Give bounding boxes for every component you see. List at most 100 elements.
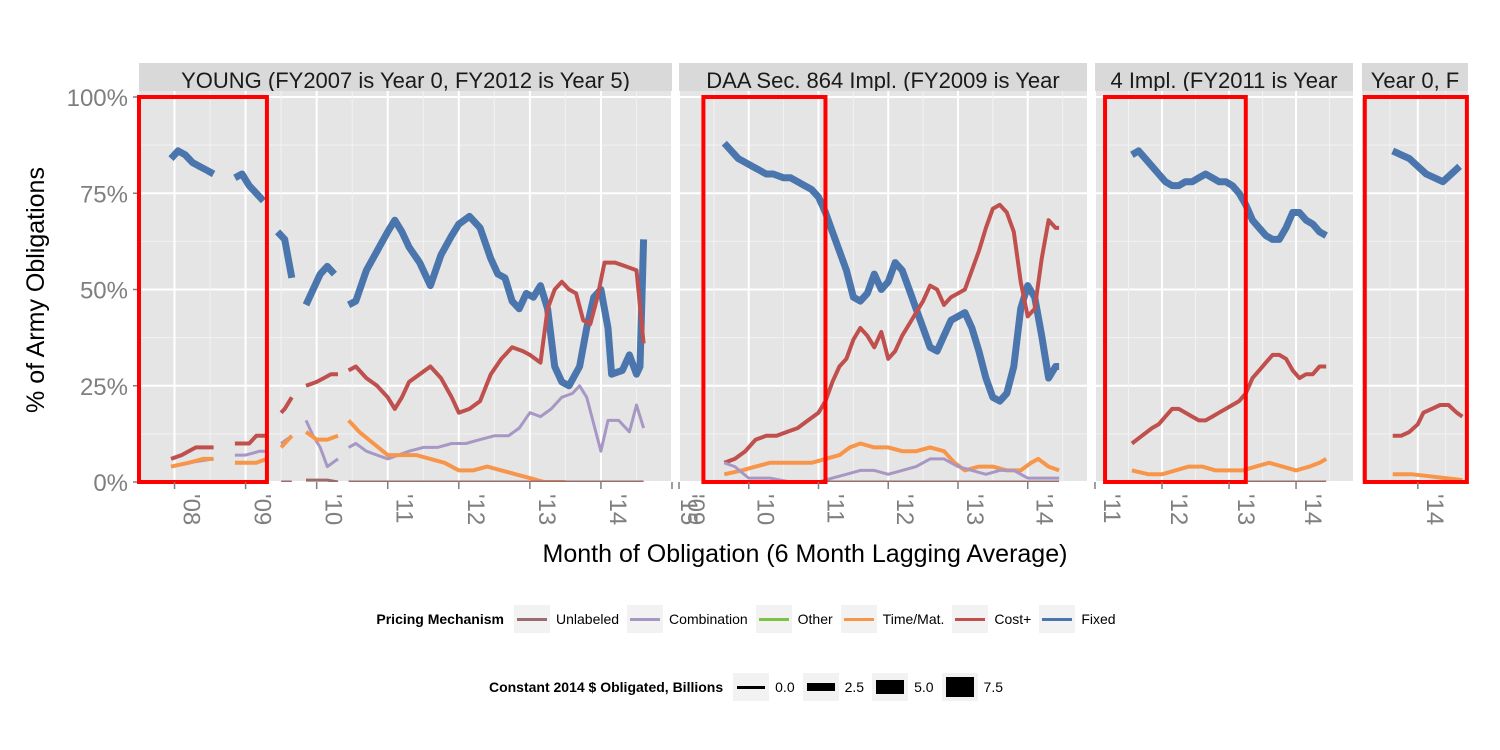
faceted-line-chart: % of Army Obligations Month of Obligatio… (22, 63, 1469, 568)
size-legend-label: 5.0 (914, 679, 934, 695)
series-line-time-mat (347, 419, 566, 482)
legend-label: Cost+ (994, 611, 1032, 627)
series-line-combination (304, 419, 339, 469)
series-line-fixed (1130, 147, 1328, 243)
series-line-cost (1392, 403, 1464, 438)
series-line-cost (234, 433, 267, 446)
legend-label: Unlabeled (555, 611, 620, 627)
y-axis-label: % of Army Obligations (22, 167, 50, 413)
x-tick-label: '13 (533, 494, 560, 525)
x-tick-label: '14 (604, 494, 631, 525)
y-tick-label: 25% (80, 374, 128, 401)
x-tick-label: '13 (961, 494, 988, 525)
facet-strip-label: YOUNG (FY2007 is Year 0, FY2012 is Year … (181, 68, 630, 93)
series-line-fixed (233, 170, 266, 204)
x-tick-label: '12 (462, 494, 489, 525)
series-line-fixed (346, 212, 648, 390)
x-axis-label: Month of Obligation (6 Month Lagging Ave… (543, 540, 1068, 568)
series-line-cost (279, 396, 294, 415)
x-tick-label: '08 (178, 494, 205, 525)
legend-swatch (1039, 605, 1076, 633)
series-line-combination (234, 449, 267, 457)
legend-swatch (840, 605, 877, 633)
x-tick-label: '15 (675, 494, 702, 525)
size-legend-swatch (802, 673, 839, 701)
panel-background (1095, 91, 1353, 482)
series-line-cost (305, 372, 338, 388)
series-line-fixed (168, 147, 216, 178)
series-line-cost (347, 260, 646, 415)
x-tick-label: '11 (1098, 494, 1125, 524)
facet-panel: 4 Impl. (FY2011 is Year '11 '12 '13 '14 (1094, 63, 1353, 525)
legend-label: Fixed (1081, 611, 1116, 627)
x-tick-label: '14 (1299, 494, 1326, 525)
facet-panels: YOUNG (FY2007 is Year 0, FY2012 is Year … (137, 63, 1469, 525)
y-axis: 0% 25% 50% 75% 100% (67, 85, 139, 497)
x-tick-label: '14 (1031, 494, 1058, 525)
legend-swatch (755, 605, 792, 633)
series-line-cost (1130, 352, 1327, 446)
x-tick-label: '10 (752, 494, 779, 525)
facet-panel: Year 0, F '14 (1362, 63, 1469, 525)
facet-panel: YOUNG (FY2007 is Year 0, FY2012 is Year … (137, 63, 702, 525)
legend-entry: Fixed (1039, 605, 1116, 633)
legend-swatch (627, 605, 664, 633)
x-tick-label: '09 (682, 494, 709, 525)
series-line-fixed (1391, 147, 1462, 186)
series-line-time-mat (1392, 472, 1463, 482)
facet-strip-label: 4 Impl. (FY2011 is Year (1110, 68, 1337, 93)
legend-swatch (513, 605, 550, 633)
series-line-fixed (302, 262, 337, 307)
legend-entry: Other (755, 605, 833, 633)
series-line-time-mat (1131, 457, 1328, 477)
series-line-time-mat (234, 457, 268, 465)
series-line-time-mat (304, 430, 339, 442)
facet-strip-label: DAA Sec. 864 Impl. (FY2009 is Year (706, 68, 1059, 93)
size-legend-entry: 2.5 (802, 673, 865, 701)
legend-entry: Time/Mat. (840, 605, 945, 633)
legend-label: Time/Mat. (882, 611, 945, 627)
y-tick-label: 0% (93, 470, 128, 497)
series-line-time-mat (170, 456, 214, 469)
x-tick-label: '12 (1165, 494, 1192, 525)
y-tick-label: 50% (80, 278, 128, 305)
size-legend-entry: 7.5 (941, 673, 1004, 701)
highlight-box (1103, 95, 1248, 484)
size-legend: Constant 2014 $ Obligated, Billions 0.0 2… (0, 670, 1500, 704)
x-tick-label: '14 (1421, 494, 1448, 525)
size-legend-entry: 5.0 (872, 673, 934, 701)
series-line-cost (723, 202, 1060, 465)
size-legend-swatch (872, 673, 909, 701)
legend-entry: Unlabeled (513, 605, 620, 633)
facet-panel: DAA Sec. 864 Impl. (FY2009 is Year '09 '10… (678, 63, 1087, 525)
size-legend-label: 2.5 (844, 679, 865, 695)
highlight-box (1362, 95, 1469, 484)
y-tick-label: 100% (67, 85, 128, 112)
x-tick-label: '12 (891, 494, 918, 525)
x-tick-label: '10 (320, 494, 347, 525)
facet-strip-label: Year 0, F (1371, 68, 1459, 93)
x-tick-label: '11 (821, 494, 848, 524)
size-legend-swatch (733, 673, 770, 701)
legend-label: Combination (669, 611, 748, 627)
panel-background (139, 91, 672, 482)
highlight-box (137, 95, 269, 484)
series-line-fixed (721, 140, 1060, 405)
x-tick-label: '09 (249, 494, 276, 525)
size-legend-label: 0.0 (775, 679, 795, 695)
legend-label: Other (797, 611, 833, 627)
series-line-unlabeled (306, 478, 339, 482)
size-legend-title: Constant 2014 $ Obligated, Billions (488, 679, 724, 695)
panel-background (1362, 91, 1468, 482)
size-legend-swatch (941, 673, 978, 701)
legend-entry: Cost+ (952, 605, 1031, 633)
pricing-mechanism-legend: Pricing Mechanism Unlabeled Combination Ot… (0, 602, 1500, 636)
series-line-time-mat (723, 441, 1060, 477)
y-tick-label: 75% (80, 181, 128, 208)
legend-swatch (952, 605, 989, 633)
series-line-time-mat (279, 434, 294, 449)
x-tick-label: '13 (1232, 494, 1259, 525)
size-legend-label: 7.5 (983, 679, 1004, 695)
legend-title: Pricing Mechanism (376, 611, 504, 627)
series-line-cost (170, 445, 214, 461)
